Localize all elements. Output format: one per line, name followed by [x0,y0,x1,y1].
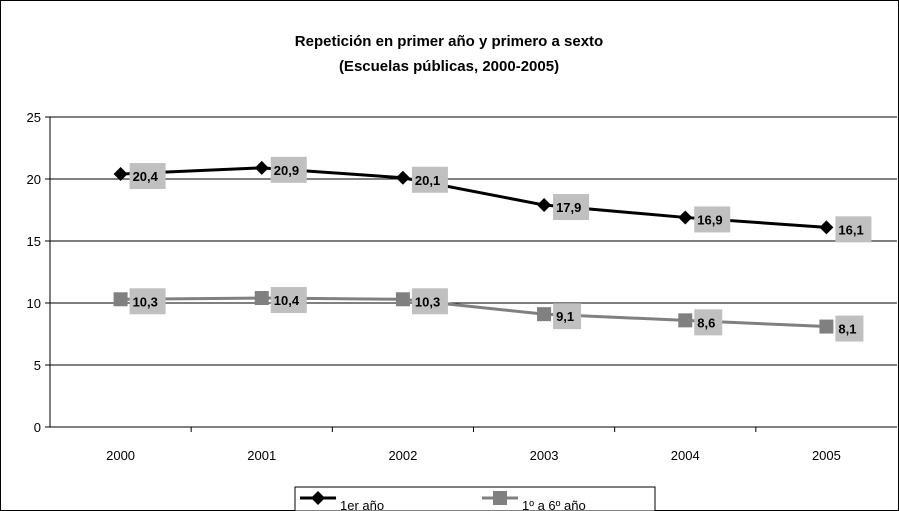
y-tick-label: 10 [27,296,41,311]
y-tick-label: 20 [27,172,41,187]
data-point [113,292,128,307]
data-label-box [270,287,307,314]
data-label-box [694,309,723,336]
data-point [254,291,269,306]
data-point [819,319,834,334]
data-point [537,198,552,213]
y-tick-label: 15 [27,234,41,249]
x-tick-label: 2005 [812,448,841,463]
data-label: 10,4 [274,293,300,308]
data-label-box [553,303,582,330]
legend-label: 1º a 6º año [522,498,586,511]
data-label-box [835,216,872,243]
legend-marker [493,491,507,505]
data-label-box [411,288,448,315]
data-label: 16,1 [838,222,863,237]
data-label: 8,6 [697,315,715,330]
data-point [395,170,410,185]
data-point [819,220,834,235]
data-label: 17,9 [556,200,581,215]
data-point [395,292,410,307]
data-point [678,313,693,328]
data-label: 20,9 [274,163,299,178]
x-tick-label: 2001 [247,448,276,463]
x-tick-label: 2000 [106,448,135,463]
data-point [254,160,269,175]
legend-marker [311,491,325,505]
data-label-box [835,315,864,342]
data-point [113,167,128,182]
data-label-box [129,163,166,190]
data-label: 16,9 [697,212,722,227]
data-label-box [694,206,731,233]
x-tick-label: 2002 [388,448,417,463]
data-point [678,210,693,225]
legend-label: 1er año [340,498,384,511]
data-label-box [411,166,448,193]
data-label: 20,1 [415,173,440,188]
data-label: 8,1 [838,322,856,337]
y-tick-label: 5 [34,358,41,373]
x-tick-label: 2004 [671,448,700,463]
chart-title: Repetición en primer año y primero a sex… [295,33,603,50]
legend-box [294,486,656,511]
series-1: 20,4 20,9 20,1 17,9 16,9 16,1 [113,156,872,243]
data-label: 9,1 [556,309,574,324]
data-label-box [553,194,590,221]
data-point [537,307,552,322]
chart-subtitle: (Escuelas públicas, 2000-2005) [339,58,559,75]
data-label-box [129,288,166,315]
series-2: 10,3 10,4 10,3 9,1 8,6 8,1 [113,287,864,342]
x-tick-label: 2003 [530,448,559,463]
y-tick-label: 0 [34,420,41,435]
data-label: 10,3 [133,294,158,309]
data-label-box [270,156,307,183]
y-tick-label: 25 [27,110,41,125]
legend: 1er año 1º a 6º año [294,486,656,511]
data-label: 20,4 [133,169,159,184]
data-label: 10,3 [415,294,440,309]
